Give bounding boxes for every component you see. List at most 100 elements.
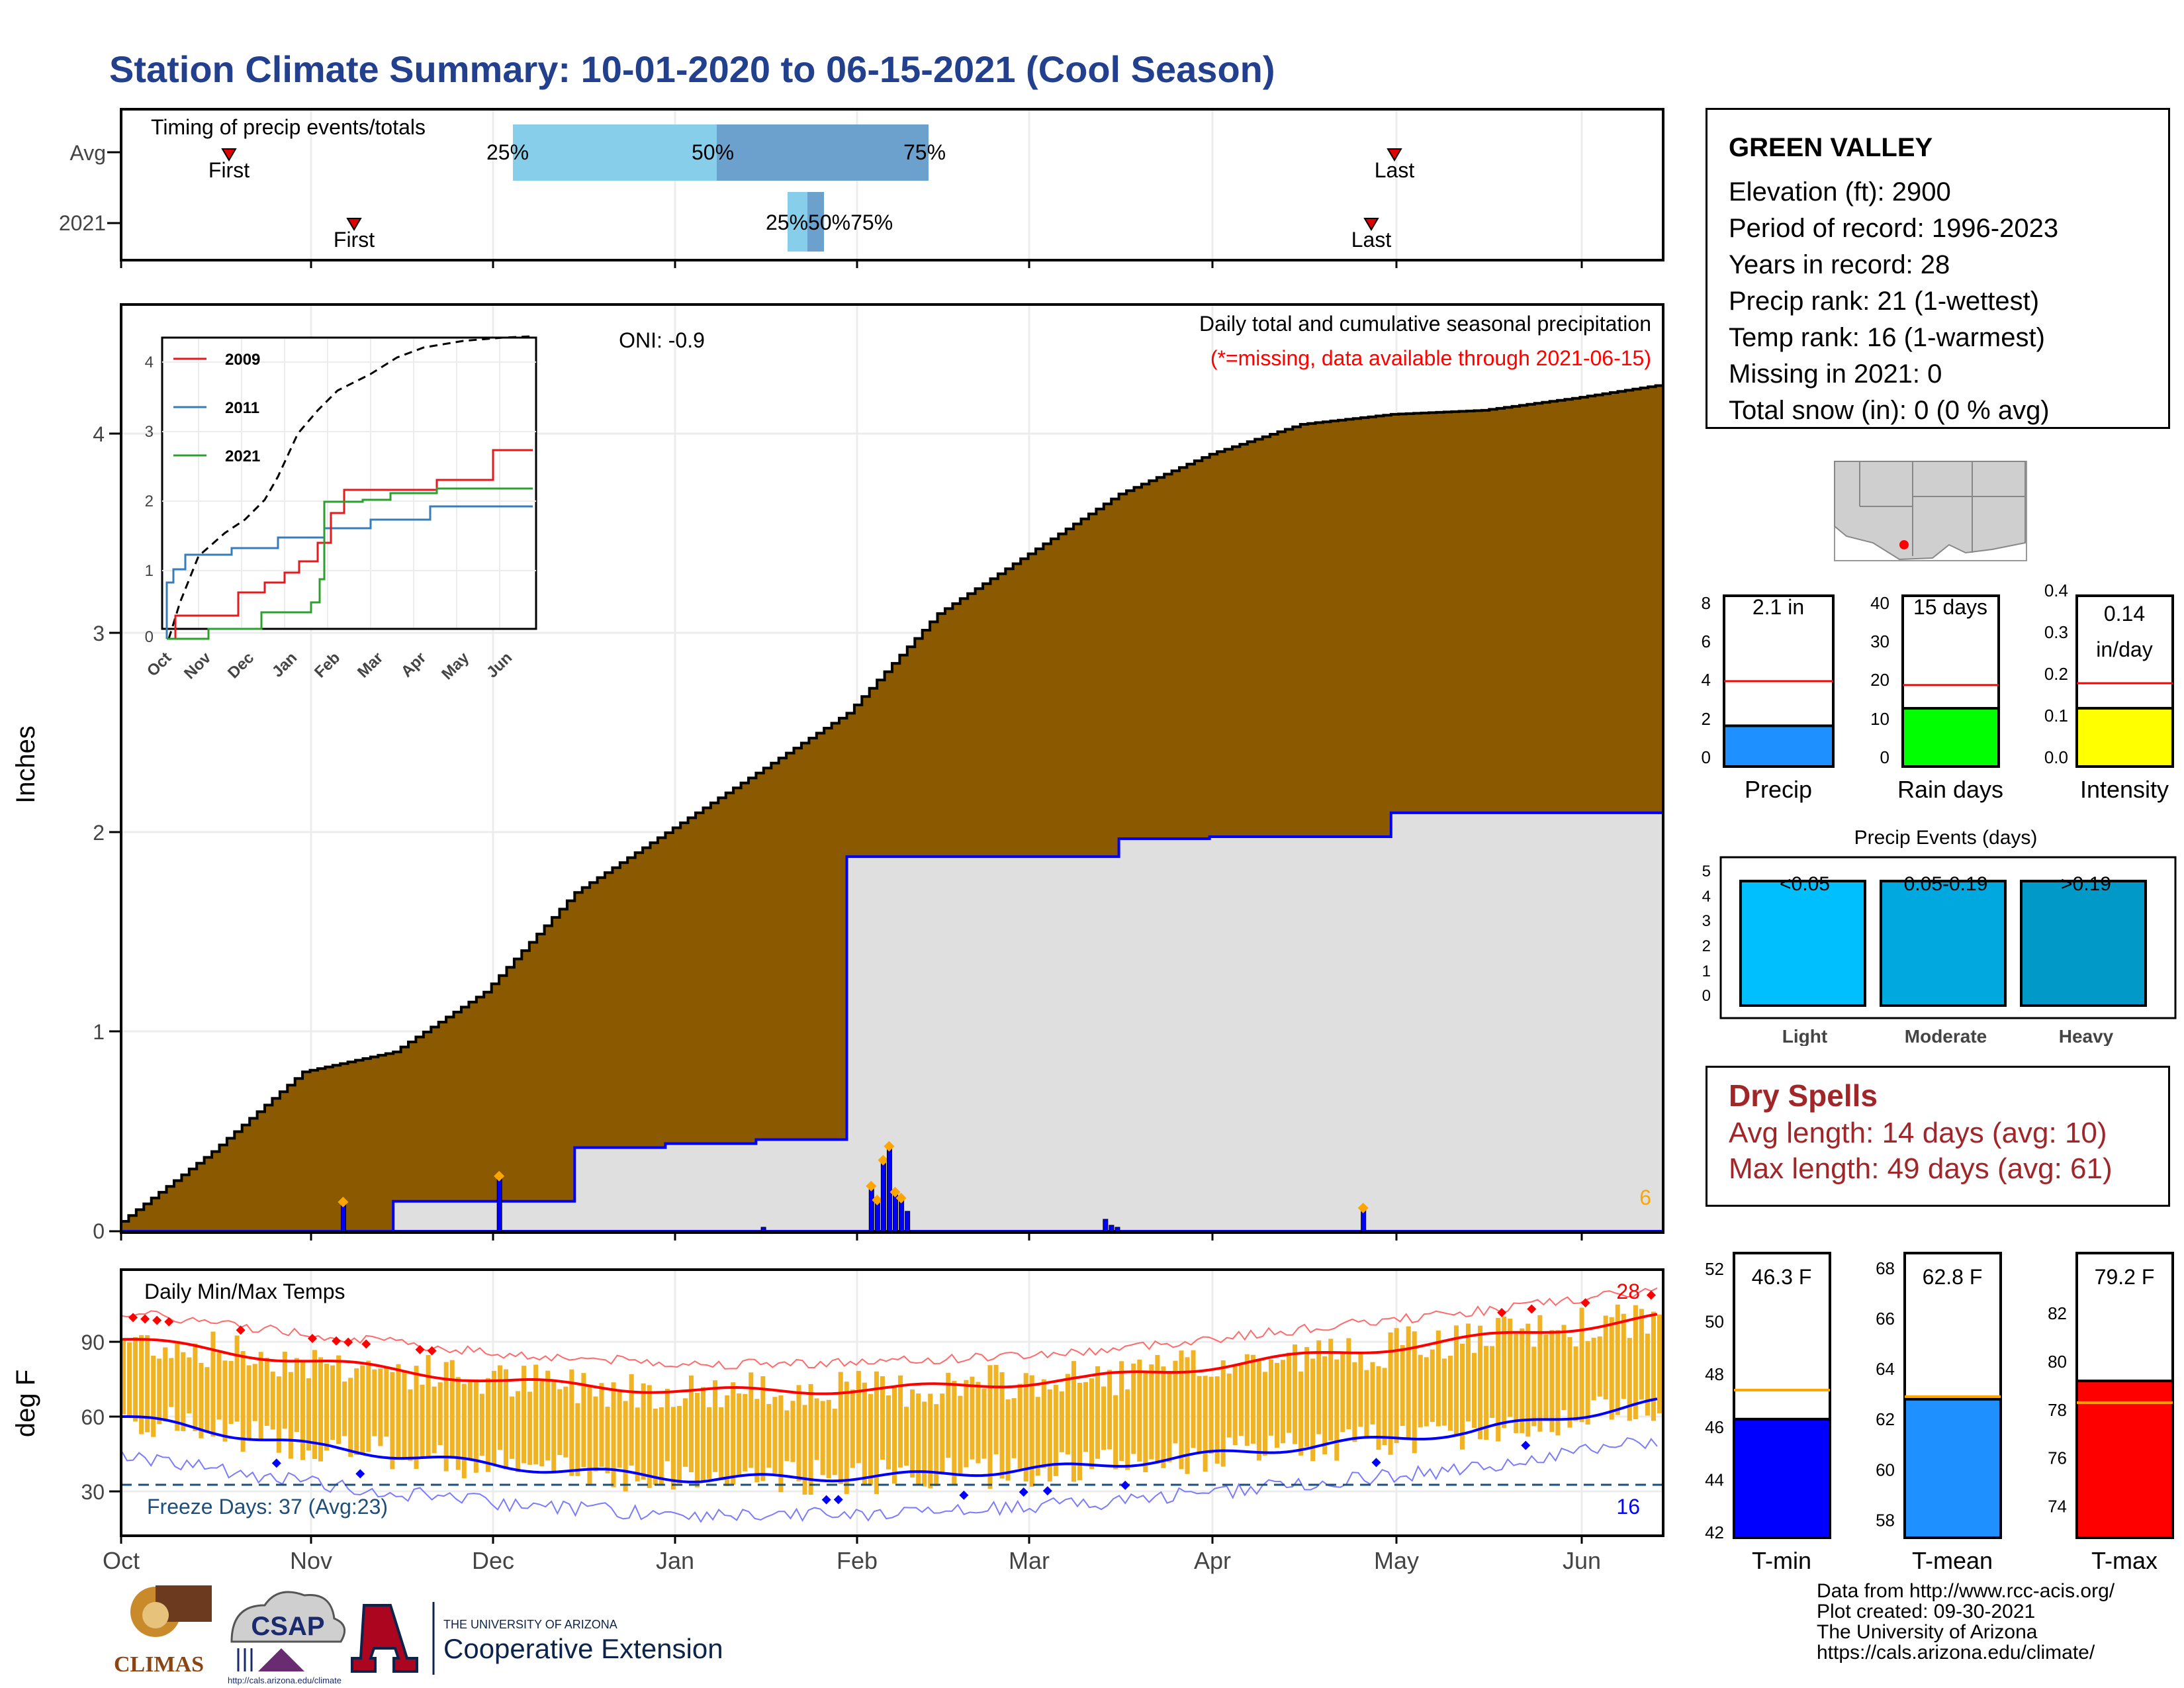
daily-temp-bar [1298,1371,1304,1456]
daily-temp-bar [557,1389,563,1456]
ua-logo: THE UNIVERSITY OF ARIZONA Cooperative Ex… [351,1602,723,1675]
intensity-value: 0.14 [2104,602,2145,626]
daily-temp-bar [1125,1389,1130,1470]
daily-temp-bar [1370,1362,1375,1425]
inset-2021-line [167,487,533,640]
daily-temp-bar [348,1378,353,1457]
daily-temp-bar [1472,1352,1477,1429]
temp-summary-ytick: 76 [2048,1448,2067,1468]
tmax-label: T-max [2091,1547,2158,1574]
daily-temp-bar [844,1382,849,1494]
daily-precip-bar [886,1147,892,1232]
page-title: Station Climate Summary: 10-01-2020 to 0… [109,48,1275,90]
xtick-feb: Feb [837,1547,878,1574]
station-location-dot [1899,540,1909,549]
credit-source: Data from http://www.rcc-acis.org/ [1817,1580,2115,1602]
inset-2011-line [165,505,533,639]
record-high-marker [332,1336,341,1346]
daily-temp-bar [384,1367,389,1437]
credit-date: Plot created: 09-30-2021 [1817,1601,2036,1622]
record-high-marker [361,1339,371,1349]
rain-days-ytick: 0 [1880,747,1889,767]
daily-temp-bar [1459,1343,1465,1450]
daily-temp-bar [719,1407,724,1481]
record-high-marker [343,1337,353,1347]
inset-ytick-3: 3 [145,423,154,441]
daily-temp-bar [1525,1323,1531,1437]
daily-temp-bar [999,1372,1005,1479]
tmean-chart: 62.8 F 58 60 62 64 66 68 T-mean [1876,1252,2002,1574]
daily-temp-bar [952,1380,957,1486]
daily-temp-bar [473,1382,478,1473]
missing-note: (*=missing, data available through 2021-… [1210,346,1651,370]
daily-temp-bar [342,1382,347,1436]
daily-temp-bar [1496,1317,1501,1442]
daily-temp-bar [701,1387,706,1481]
daily-temp-bar [713,1380,718,1472]
daily-precip-bar [760,1227,766,1232]
daily-temp-bar [222,1360,228,1442]
daily-temp-bar [455,1377,461,1470]
daily-temp-bar [1262,1372,1267,1456]
daily-temp-bar [121,1339,126,1415]
daily-temp-bar [587,1387,592,1484]
daily-temp-bar [599,1383,604,1467]
daily-temp-bar [772,1397,778,1474]
record-high-marker [1646,1290,1656,1300]
record-low-marker [1371,1458,1381,1468]
precip-events-chart: Precip Events (days) 0 1 2 3 4 5 <0.05 0… [1702,827,2177,1046]
daily-temp-bar [467,1379,473,1461]
temp-summary-ytick: 44 [1705,1470,1724,1489]
daily-temp-bar [1268,1359,1273,1436]
avg-range-low [513,124,718,181]
daily-temp-bar [1250,1354,1255,1444]
record-low-marker [959,1490,969,1500]
daily-temp-bar [1197,1376,1202,1452]
record-high-marker [140,1314,150,1324]
daily-temp-bar [904,1407,909,1466]
dry-spells-box: Dry Spells Avg length: 14 days (avg: 10)… [1706,1066,2170,1207]
daily-temp-bar [1173,1360,1178,1444]
daily-precip-bar [880,1161,886,1232]
daily-temp-bar [790,1401,796,1462]
daily-temp-bar [688,1375,694,1473]
daily-temp-bar [1203,1376,1208,1472]
daily-temp-bar [246,1365,251,1440]
daily-temp-bar [300,1360,305,1460]
daily-temp-bar [264,1358,269,1427]
csap-text: CSAP [251,1612,324,1641]
daily-temp-bar [426,1354,431,1458]
daily-temp-bar [1514,1333,1519,1433]
station-name: GREEN VALLEY [1729,133,1933,162]
daily-temp-bar [1352,1362,1357,1442]
daily-temp-bar [850,1389,855,1468]
intensity-unit: in/day [2096,637,2152,661]
daily-temp-bar [749,1372,754,1468]
tmin-label: T-min [1752,1547,1811,1574]
events-ytick: 4 [1702,888,1711,906]
daily-temp-bar [725,1395,730,1487]
daily-temp-bar [1220,1360,1226,1467]
tmean-value: 62.8 F [1923,1265,1983,1289]
daily-temp-bar [1490,1346,1495,1418]
daily-temp-bar [151,1356,156,1437]
daily-temp-bar [396,1364,401,1459]
daily-temp-bar [1573,1346,1578,1421]
daily-temp-bar [1017,1383,1023,1469]
daily-temp-bar [575,1403,580,1476]
daily-temp-bar [629,1374,634,1466]
daily-temp-bar [1214,1376,1220,1464]
daily-temp-bar [743,1393,748,1472]
events-title: Precip Events (days) [1854,827,2038,849]
daily-temp-bar [437,1382,443,1446]
daily-temp-bar [563,1386,569,1458]
daily-temp-bar [1621,1313,1626,1399]
record-high-marker [128,1313,138,1323]
daily-temp-bar [838,1372,843,1484]
inset-ytick-2: 2 [145,492,154,510]
daily-temp-bar [964,1380,969,1468]
daily-temp-bar [145,1335,150,1432]
avg-range-high [717,124,929,181]
precip-event-marker [338,1196,349,1207]
